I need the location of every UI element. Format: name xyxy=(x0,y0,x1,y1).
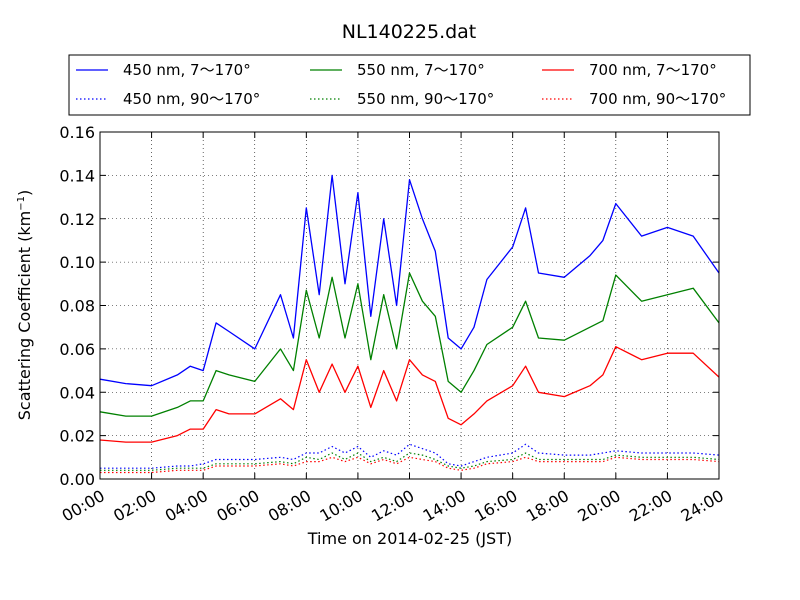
legend: 450 nm, 7～170° 450 nm, 90～170° 550 nm, 7～1… xyxy=(68,54,751,116)
x-tick-label: 20:00 xyxy=(574,486,623,526)
x-tick-label: 22:00 xyxy=(626,486,675,526)
legend-label-1: 450 nm, 7～170° xyxy=(123,61,251,79)
x-tick-label: 16:00 xyxy=(471,486,520,526)
y-axis-label-close: ) xyxy=(15,190,34,196)
y-tick-label: 0.06 xyxy=(59,340,95,359)
y-tick-label: 0.16 xyxy=(59,123,95,142)
y-axis-label-exponent: −1 xyxy=(16,196,27,211)
series-group xyxy=(99,174,720,474)
y-tick-label: 0.12 xyxy=(59,210,95,229)
y-axis-label-main: Scattering Coefficient (km xyxy=(15,211,34,421)
series-line-2 xyxy=(100,443,720,469)
x-tick-label: 18:00 xyxy=(523,486,572,526)
legend-label-4: 550 nm, 90～170° xyxy=(357,90,494,108)
y-tick-label: 0.14 xyxy=(59,166,95,185)
x-axis-label: Time on 2014-02-25 (JST) xyxy=(307,529,512,548)
series-line-1 xyxy=(99,174,720,387)
y-tick-label: 0.10 xyxy=(59,253,95,272)
y-tick-label: 0.04 xyxy=(59,383,95,402)
series-line-3 xyxy=(99,272,720,417)
legend-label-5: 700 nm, 7～170° xyxy=(589,61,717,79)
legend-label-3: 550 nm, 7～170° xyxy=(357,61,485,79)
legend-label-2: 450 nm, 90～170° xyxy=(123,90,260,108)
x-tick-label: 12:00 xyxy=(368,486,417,526)
y-tick-label: 0.02 xyxy=(59,427,95,446)
series-line-4 xyxy=(100,452,720,471)
x-tick-label: 02:00 xyxy=(110,486,159,526)
series-line-5 xyxy=(99,346,720,443)
series-line-6 xyxy=(100,456,720,474)
y-axis: 0.00 0.02 0.04 0.06 0.08 0.10 0.12 0.14 0.16 xyxy=(59,123,719,489)
chart-title: NL140225.dat xyxy=(342,21,477,43)
legend-frame xyxy=(68,54,751,116)
legend-label-6: 700 nm, 90～170° xyxy=(589,90,726,108)
y-axis-label: Scattering Coefficient (km−1) xyxy=(15,190,34,421)
x-tick-label: 08:00 xyxy=(265,486,314,526)
x-axis: 00:00 02:00 04:00 06:00 08:00 10:00 12:00 14:00… xyxy=(59,132,727,526)
y-tick-label: 0.08 xyxy=(59,297,95,316)
x-tick-label: 04:00 xyxy=(162,486,211,526)
x-tick-label: 10:00 xyxy=(316,486,365,526)
x-tick-label: 06:00 xyxy=(213,486,262,526)
x-tick-label: 00:00 xyxy=(59,486,108,526)
x-tick-label: 14:00 xyxy=(420,486,469,526)
x-tick-label: 24:00 xyxy=(678,486,727,526)
y-tick-label: 0.00 xyxy=(59,470,95,489)
